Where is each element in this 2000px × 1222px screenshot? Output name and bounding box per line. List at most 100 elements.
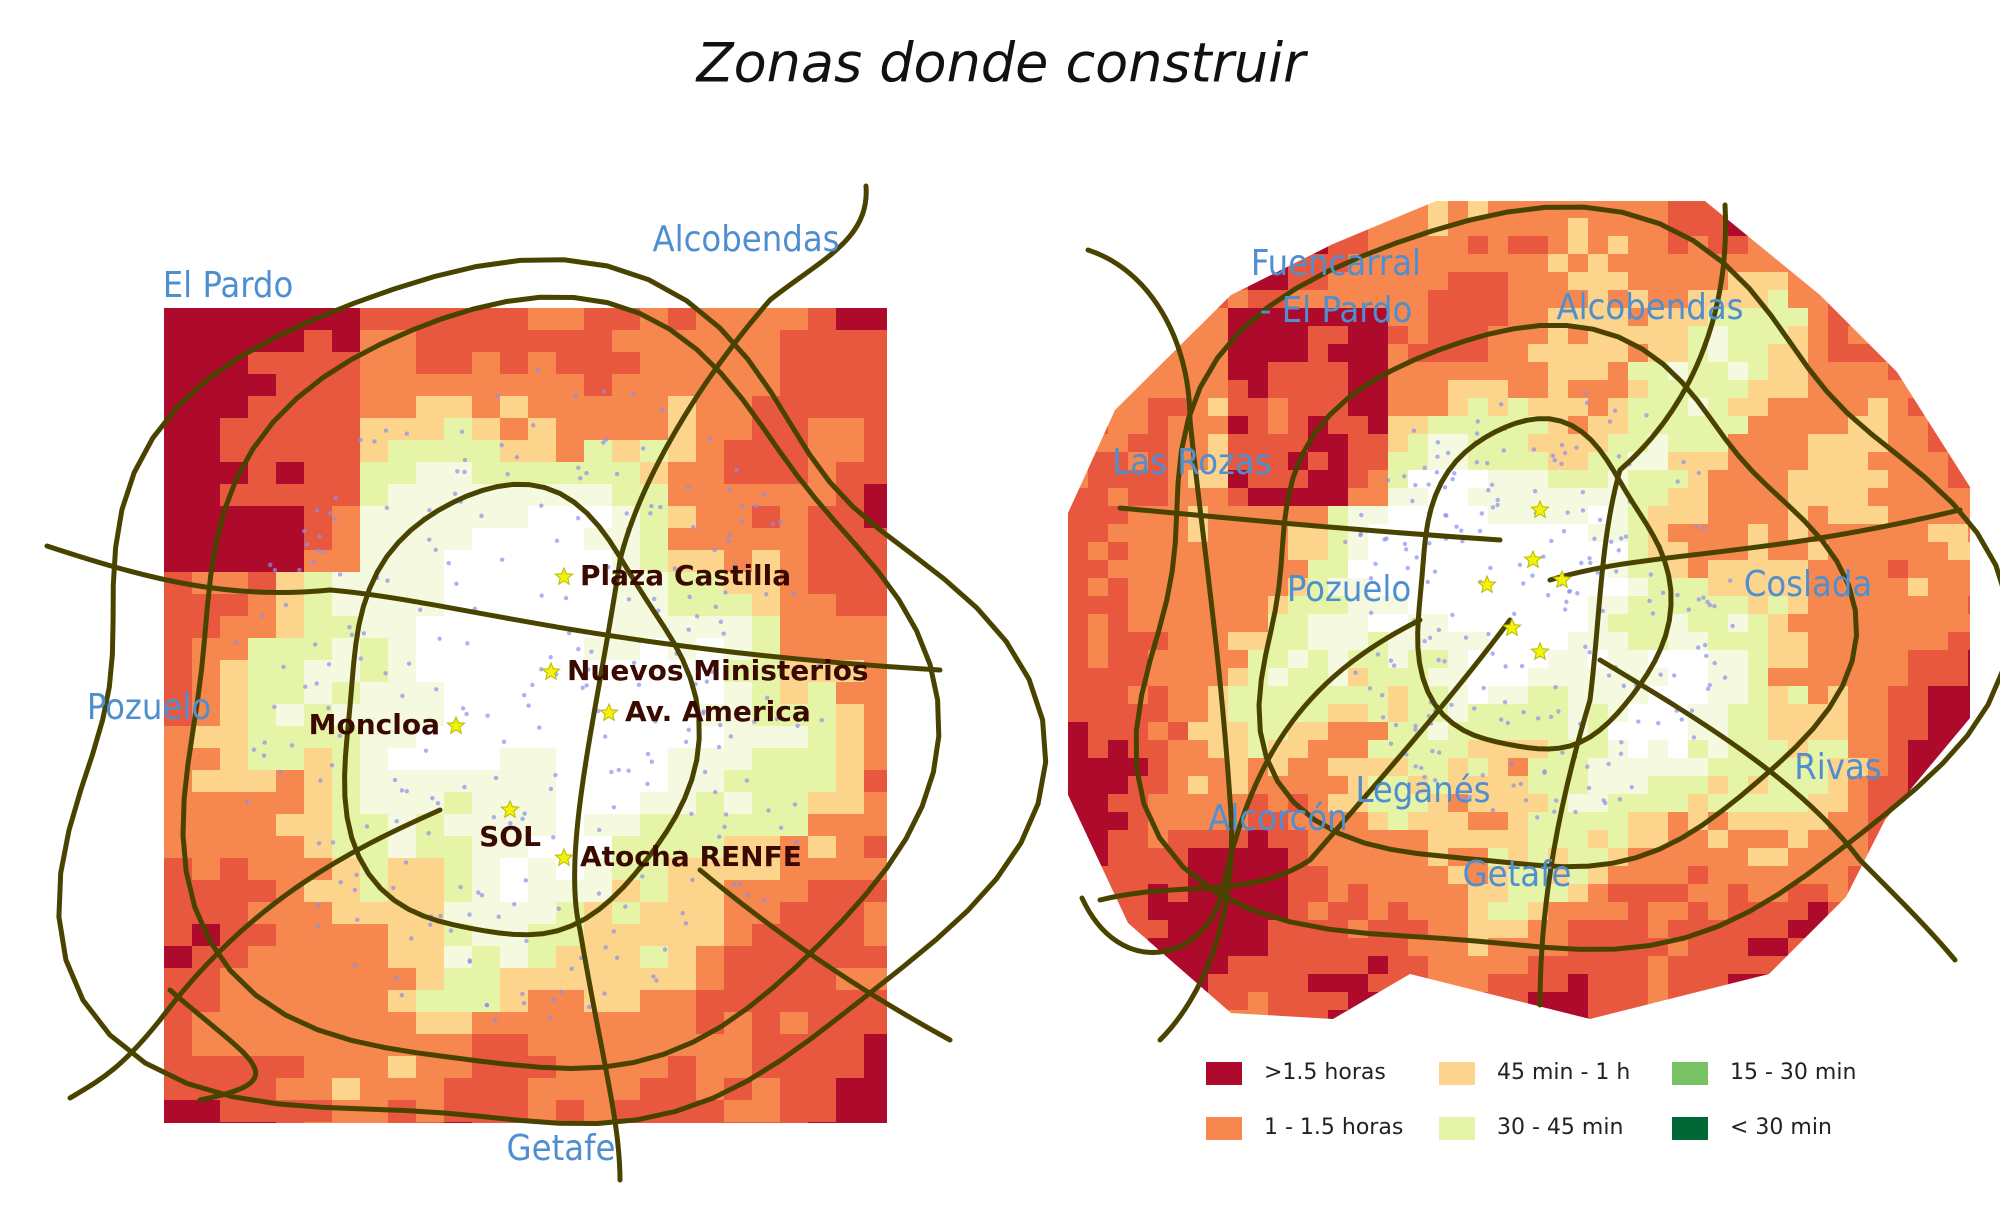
- cell: [1328, 866, 1348, 884]
- cell: [1268, 470, 1288, 488]
- cell: [1148, 794, 1168, 812]
- dot: [1619, 740, 1624, 745]
- cell: [1488, 668, 1508, 686]
- cell: [1228, 1010, 1248, 1019]
- cell: [1868, 758, 1888, 776]
- cell: [1868, 668, 1888, 686]
- cell: [808, 924, 836, 946]
- cell: [1808, 308, 1828, 326]
- cell: [1408, 470, 1428, 488]
- cell: [1568, 866, 1588, 884]
- cell: [1488, 506, 1508, 524]
- dot: [609, 769, 614, 775]
- cell: [1548, 920, 1568, 938]
- cell: [1628, 866, 1648, 884]
- ring-road: [1133, 204, 2000, 952]
- cell: [1388, 794, 1408, 812]
- cell: [1968, 992, 1970, 1010]
- dot: [438, 913, 443, 919]
- dot: [1705, 599, 1710, 605]
- cell: [1908, 722, 1928, 740]
- cell: [1308, 848, 1328, 866]
- cell: [500, 594, 528, 616]
- cell: [1808, 902, 1828, 920]
- cell: [1588, 380, 1608, 398]
- cell: [1068, 938, 1088, 956]
- dot: [289, 743, 295, 748]
- cell: [836, 550, 864, 572]
- cell: [668, 1012, 696, 1034]
- cell: [1728, 308, 1748, 326]
- cell: [1888, 632, 1908, 650]
- dot: [251, 747, 257, 752]
- cell: [1328, 560, 1348, 578]
- cell: [1908, 812, 1928, 830]
- cell: [248, 616, 276, 638]
- cell: [1428, 596, 1448, 614]
- cell: [192, 748, 220, 770]
- cell: [1068, 866, 1088, 884]
- cell: [1308, 884, 1328, 902]
- cell: [304, 462, 332, 484]
- cell: [192, 880, 220, 902]
- cell: [584, 858, 612, 880]
- cell: [1848, 362, 1868, 380]
- cell: [1548, 218, 1568, 236]
- cell: [1908, 380, 1928, 398]
- cell: [388, 418, 416, 440]
- cell: [1528, 722, 1548, 740]
- cell: [1608, 290, 1628, 308]
- dot: [1552, 809, 1557, 814]
- cell: [1348, 1010, 1368, 1019]
- cell: [1728, 686, 1748, 704]
- cell: [164, 1100, 192, 1122]
- cell: [1528, 308, 1548, 326]
- cell: [1968, 650, 1970, 668]
- cell: [1128, 218, 1148, 236]
- cell: [1348, 470, 1368, 488]
- cell: [1968, 344, 1970, 362]
- cell: [640, 682, 668, 704]
- cell: [1328, 488, 1348, 506]
- cell: [1068, 794, 1088, 812]
- cell: [752, 572, 780, 594]
- cell: [640, 704, 668, 726]
- cell: [220, 396, 248, 418]
- cell: [724, 594, 752, 616]
- cell: [192, 396, 220, 418]
- cell: [220, 1100, 248, 1122]
- cell: [1668, 254, 1688, 272]
- cell: [640, 550, 668, 572]
- cell: [1348, 326, 1368, 344]
- cell: [1288, 344, 1308, 362]
- cell: [836, 792, 864, 814]
- cell: [1568, 848, 1588, 866]
- cell: [1128, 902, 1148, 920]
- cell: [1528, 614, 1548, 632]
- cell: [836, 308, 864, 330]
- cell: [1328, 218, 1348, 236]
- cell: [220, 748, 248, 770]
- cell: [388, 506, 416, 528]
- cell: [1328, 758, 1348, 776]
- cell: [1688, 578, 1708, 596]
- cell: [556, 352, 584, 374]
- cell: [1208, 524, 1228, 542]
- dot: [1486, 631, 1491, 637]
- dot: [1413, 723, 1418, 729]
- dot: [1401, 474, 1407, 479]
- cell: [1068, 326, 1088, 344]
- cell: [1588, 740, 1608, 758]
- cell: [1448, 956, 1468, 974]
- cell: [1488, 236, 1508, 254]
- cell: [780, 572, 808, 594]
- cell: [1408, 902, 1428, 920]
- dot: [520, 991, 525, 997]
- station-star: [541, 661, 561, 681]
- cell: [1648, 974, 1668, 992]
- cell: [1728, 938, 1748, 956]
- cell: [1288, 578, 1308, 596]
- dot: [745, 892, 750, 898]
- cell: [1788, 848, 1808, 866]
- cell: [1788, 614, 1808, 632]
